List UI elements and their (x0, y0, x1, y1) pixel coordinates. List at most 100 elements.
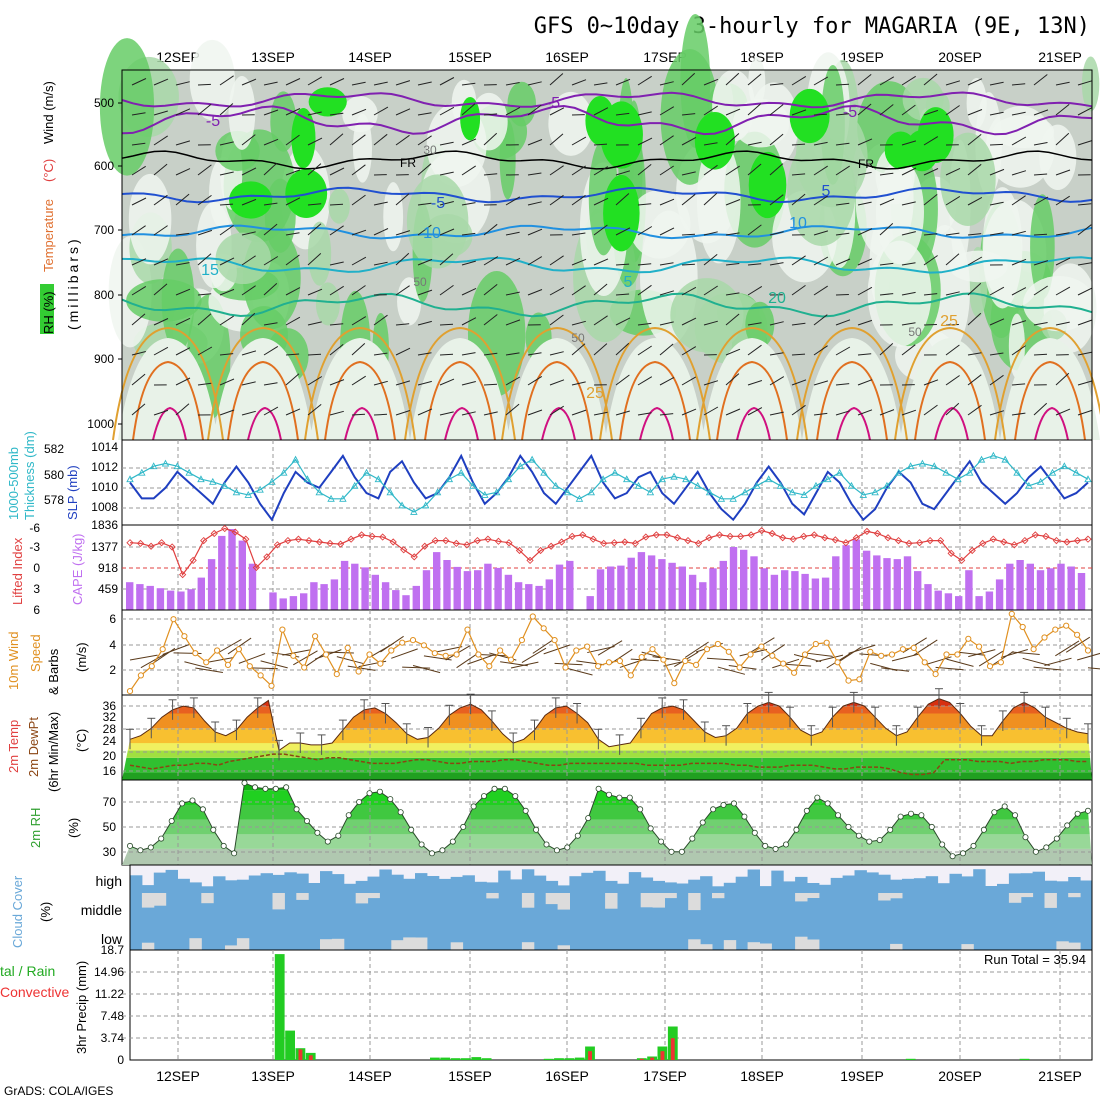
wind-barb (571, 165, 586, 176)
wind10-yticks: 6 4 2 (109, 612, 116, 677)
wind-barb (1055, 286, 1071, 296)
wind-barb (945, 344, 960, 356)
rh2m-point (616, 794, 623, 801)
wind-barb (571, 136, 587, 146)
cape-bar (1077, 573, 1086, 610)
thickness-point (1036, 477, 1045, 485)
cloud-mid-gap (521, 893, 535, 908)
li-point (505, 539, 513, 547)
precip-total-bar (285, 1030, 295, 1060)
rh-blob-high (308, 87, 347, 117)
li-point (989, 535, 997, 543)
wind-barb (703, 320, 718, 326)
wind-barb (417, 258, 433, 266)
thickness-point (1013, 468, 1021, 476)
wind-barb (131, 165, 146, 176)
wind-barb (835, 202, 850, 206)
precip-conv-bar (670, 1038, 675, 1060)
bottom-date-label: 18SEP (740, 1068, 784, 1084)
rh2m-point (980, 826, 987, 833)
wind-barb (175, 403, 190, 416)
contour-30 (1014, 360, 1086, 441)
wind-barb (373, 314, 388, 326)
rh2m-point (1053, 835, 1060, 842)
cape-bar (433, 552, 441, 610)
wind-barb (989, 81, 1004, 86)
li-point (557, 538, 566, 546)
cloud-high-bar (949, 873, 962, 893)
cloud-high-bar (177, 878, 190, 893)
wind10-point (649, 646, 656, 653)
wind-barb (285, 197, 301, 206)
wind-barb (857, 228, 873, 236)
cape-bar (842, 545, 850, 610)
cape-panel: -6 -3 0 3 6 1377 918 459 Lifted Index CAPE (J/k… (10, 521, 1093, 617)
wind-barb (527, 256, 543, 266)
wind-barb (241, 285, 256, 296)
wind-barb (351, 285, 366, 296)
temp-band (122, 743, 1092, 751)
wind10-point (1074, 631, 1081, 638)
y-tick-label: 16 (103, 764, 117, 778)
contour-25 (501, 326, 613, 441)
wind-barb (703, 380, 719, 386)
wind10-point (388, 647, 395, 654)
rh-blob-high (748, 151, 787, 219)
wind-barb (725, 133, 740, 146)
rh2m-point (772, 845, 779, 852)
rh2m-point (553, 847, 560, 854)
cloud-high-bar (225, 880, 238, 893)
li-point (273, 541, 282, 549)
contour-30 (619, 360, 691, 441)
thickness-point (268, 477, 276, 485)
rh2m-point (803, 807, 810, 814)
wind10-point (769, 652, 776, 659)
wind-barb (1033, 285, 1048, 296)
li-point (1084, 535, 1092, 543)
cape-bar (525, 584, 533, 610)
rh-fill-regions (99, 13, 1100, 440)
wind-barb (681, 72, 696, 86)
wind-barb (439, 284, 454, 296)
cloud-high-bar (498, 870, 511, 893)
wind10-point (214, 647, 221, 654)
wind10-barb (260, 660, 288, 669)
thickness-point (575, 494, 584, 502)
cloud-low-gap (557, 945, 570, 950)
thickness-point (599, 475, 607, 483)
rh2m-point (1085, 807, 1092, 814)
wind-barb (791, 109, 807, 116)
wind-barb (395, 347, 411, 356)
li-point (747, 531, 755, 539)
thickness-series-line (129, 455, 1089, 513)
wind-barb (505, 352, 520, 356)
wind-barb (329, 261, 344, 266)
cloud-high-bar (747, 869, 760, 893)
temp2m-lines (126, 688, 1092, 776)
rh2m-point (970, 842, 977, 849)
rh2m-point (397, 809, 404, 816)
wind-barb (461, 202, 476, 206)
wind-barb (879, 172, 894, 176)
thickness-point (421, 501, 430, 509)
temperature-contour-line (121, 256, 1093, 274)
li-point (726, 532, 734, 540)
wind-barb (989, 143, 1003, 146)
thickness-point (563, 488, 572, 496)
wind-barb (505, 376, 521, 386)
wind10-point (126, 688, 134, 695)
wind-barb (1011, 170, 1027, 176)
wind-barb (1033, 196, 1049, 206)
thickness-point (646, 488, 655, 496)
cape-bar (607, 566, 615, 610)
rh-blob (215, 232, 271, 285)
li-point (631, 539, 639, 548)
wind-barb (637, 412, 652, 416)
li-point (715, 531, 724, 539)
wind-barb (659, 106, 675, 116)
wind10-point (867, 648, 874, 655)
cape-bar (781, 570, 789, 610)
cloud-high-bar (521, 869, 535, 893)
y-tick-label: 900 (94, 352, 114, 366)
rh-blob-high (291, 108, 316, 169)
